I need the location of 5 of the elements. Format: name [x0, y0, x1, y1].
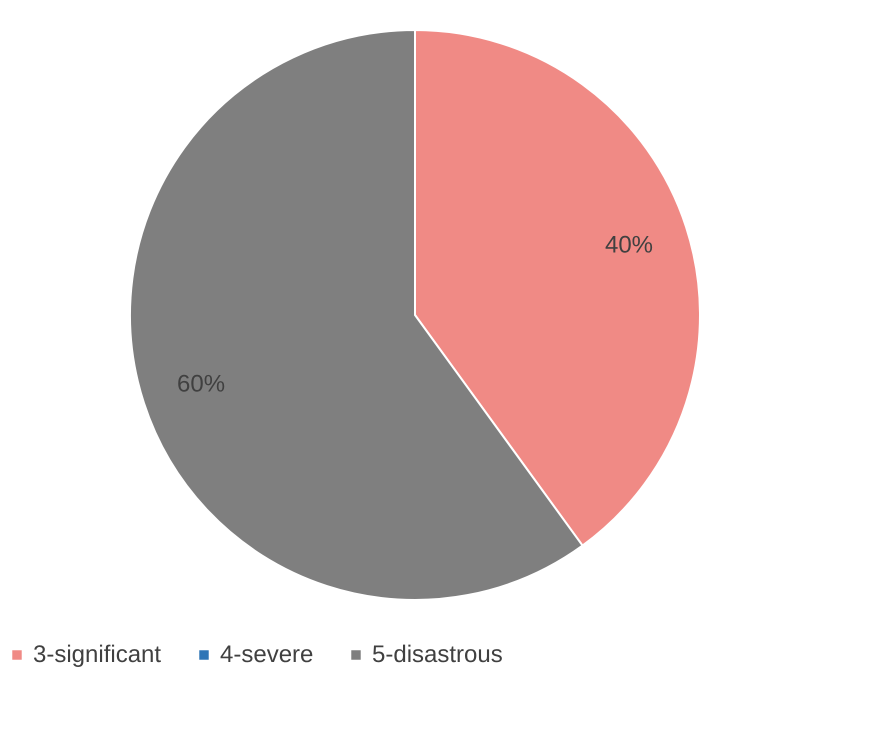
legend-label: 3-significant [33, 641, 162, 668]
data-label: 60% [176, 370, 226, 398]
legend-label: 4-severe [220, 641, 314, 668]
legend-label: 5-disastrous [372, 641, 503, 668]
data-label: 40% [604, 231, 654, 258]
